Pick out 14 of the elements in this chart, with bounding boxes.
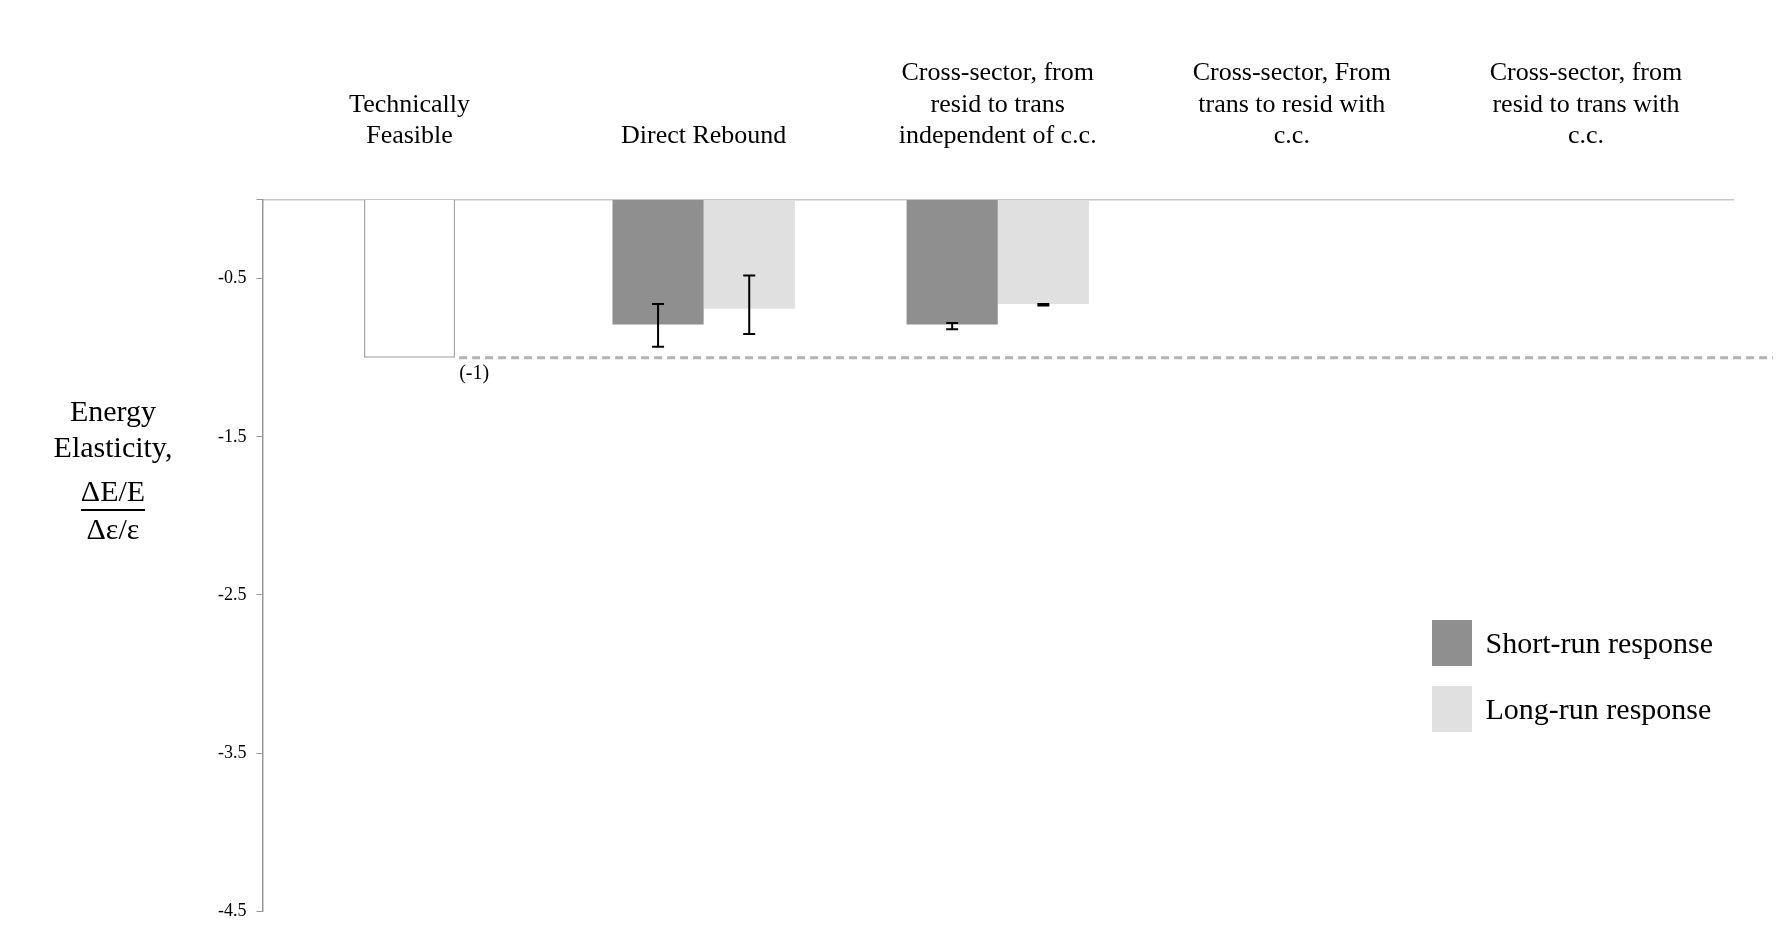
y-tick-label: -4.5 — [217, 899, 247, 920]
x-tick-label: Cross-sector, from resid to trans independent of c.c. — [898, 57, 1097, 149]
y-axis-title: Energy Elasticity, ΔE/E Δε/ε — [52, 393, 174, 547]
x-tick-label: Technically Feasible — [349, 88, 470, 149]
y-tick-label: -3.5 — [217, 741, 247, 762]
y-tick-label: -0.5 — [217, 267, 247, 288]
y-tick-label: -2.5 — [217, 583, 247, 604]
x-tick-label: Direct Rebound — [620, 119, 787, 149]
legend-label: Short-run response — [1485, 626, 1713, 660]
ref-line-label: (-1) — [459, 360, 490, 384]
x-tick-label: Cross-sector, From trans to resid with c.c. — [1192, 57, 1391, 149]
x-tick-label: Cross-sector, from resid to trans with c.c. — [1489, 57, 1683, 149]
y-tick-label: -1.5 — [217, 425, 247, 446]
legend-label: Long-run response — [1485, 692, 1712, 726]
